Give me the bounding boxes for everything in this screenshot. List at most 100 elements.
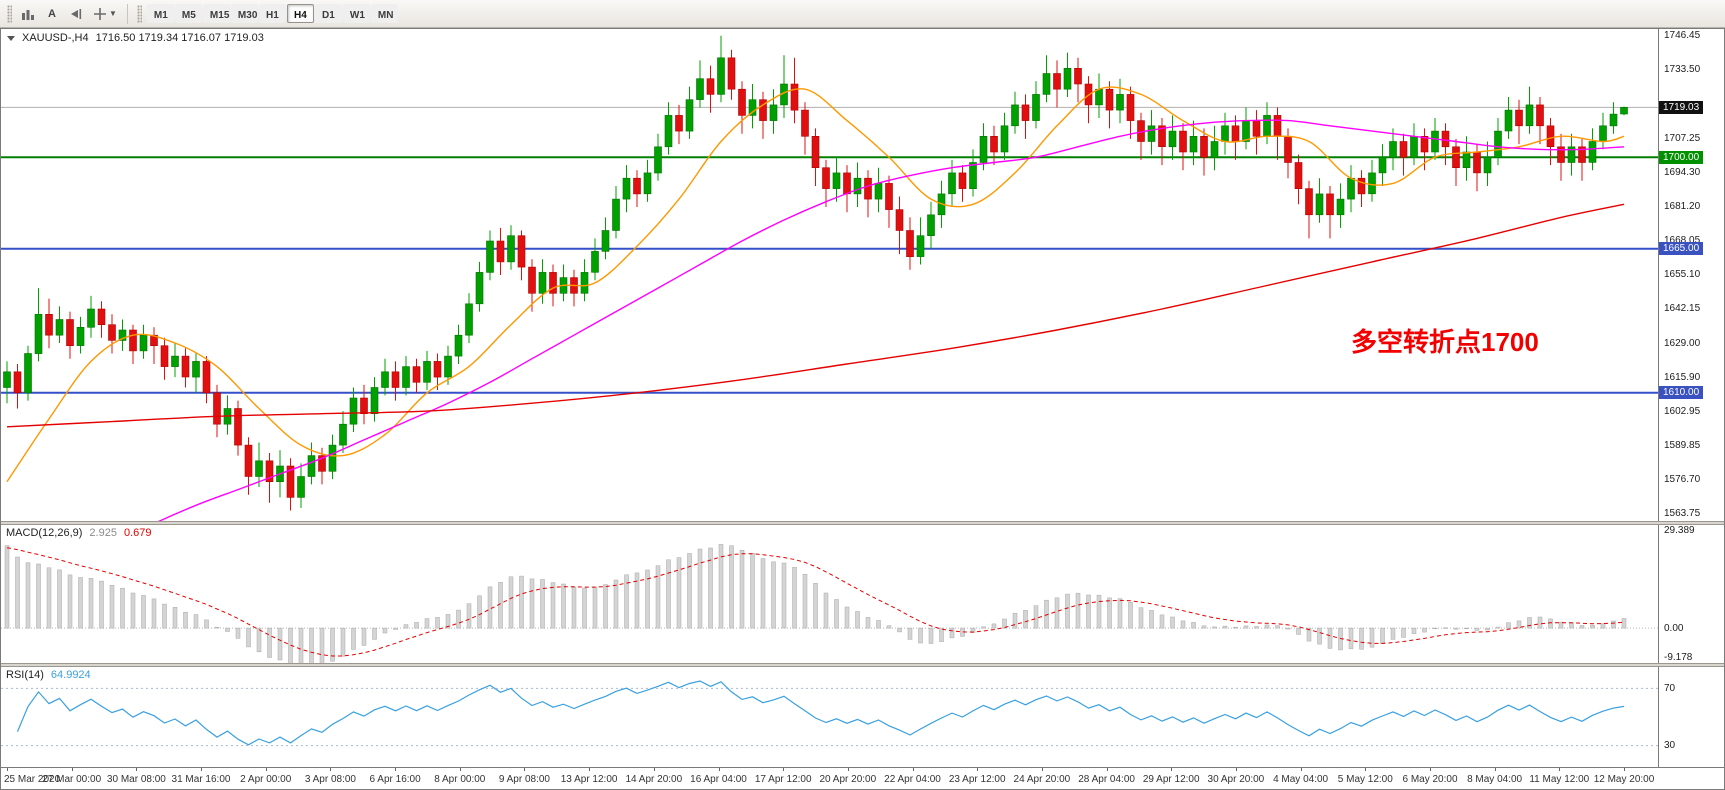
candle [1242,107,1250,150]
time-axis[interactable]: 25 Mar 2020 27 Mar 00:00 30 Mar 08:00 31 Ma… [1,767,1724,789]
rsi-plot[interactable]: RSI(14) 64.9924 [1,667,1658,767]
candle [1252,110,1261,155]
candle [1032,81,1040,129]
tf-button-m30[interactable]: M30 [230,4,258,23]
candle [1105,81,1114,129]
time-tick [718,768,720,771]
rsi-axis[interactable]: 70 30 [1658,667,1724,767]
time-label: 4 May 04:00 [1273,774,1329,785]
macd-axis-label: 0.00 [1664,622,1684,634]
tf-button-h1[interactable]: H1 [258,4,286,23]
candle [633,170,641,207]
time-label: 28 Apr 04:00 [1078,774,1135,785]
price-badge-1610.00: 1610.00 [1659,386,1704,400]
crosshair-icon [93,7,107,21]
chart-type-button[interactable] [17,4,39,24]
ma-medium-line[interactable] [112,119,1625,521]
macd-plot[interactable]: MACD(12,26,9) 2.925 0.679 [1,525,1658,663]
candle [202,356,211,404]
macd-axis[interactable]: 29.389 0.00 -9.178 [1658,525,1724,663]
candle [769,89,778,134]
candle [1494,118,1502,166]
price-badge-1719.03: 1719.03 [1659,100,1704,114]
candle [748,84,757,129]
rsi-line [16,680,1625,746]
candle [790,57,799,124]
time-tick [1300,768,1302,771]
candle [55,306,64,343]
time-label: 29 Apr 12:00 [1142,774,1200,785]
time-tick [1559,768,1561,771]
candle [13,364,22,409]
candle [717,35,725,103]
time-label: 27 Mar 00:00 [42,774,102,785]
price-plot[interactable]: 多空转折点1700 XAUUSD-,H4 1716.50 1719.34 171… [1,29,1658,521]
time-label: 6 Apr 16:00 [369,774,421,785]
time-tick [653,768,655,771]
candle [1326,186,1334,239]
chart-shift-button[interactable] [65,4,87,24]
tf-button-m5[interactable]: M5 [174,4,202,23]
time-tick [1365,768,1367,771]
candle [1599,112,1607,150]
candle [223,395,232,435]
candle [1000,112,1009,160]
time-label: 22 Apr 04:00 [884,774,941,785]
candle [822,159,830,207]
candle [1294,154,1303,205]
candle [1137,112,1145,160]
time-label: 3 Apr 08:00 [304,774,356,785]
candle [444,345,452,385]
tf-button-h4[interactable]: H4 [286,4,314,23]
candle [307,442,316,485]
candle [1042,55,1051,103]
time-label: 30 Apr 20:00 [1207,774,1265,785]
text-tool-button[interactable]: A [41,4,63,24]
candle [1147,110,1156,155]
candle [475,261,484,312]
annotation-text[interactable]: 多空转折点1700 [1351,327,1539,357]
tf-button-m1[interactable]: M1 [146,4,174,23]
price-axis[interactable]: 1746.45 1733.50 1707.25 1694.30 1681.20 1668.… [1658,29,1724,521]
candle [1021,94,1030,139]
candle [3,361,11,404]
candle [1084,76,1093,124]
candle [696,60,704,108]
candle [1452,138,1460,186]
candle [1578,138,1586,181]
drawing-tools-dropdown-button[interactable]: ▼ [89,4,121,24]
toolbar-grip-2[interactable] [136,4,142,23]
candle [528,259,536,312]
ma-fast-line[interactable] [6,86,1625,483]
ma-slow-line[interactable] [6,203,1625,428]
symbol-collapse-icon[interactable] [7,35,15,41]
candle [1536,97,1544,145]
tf-button-d1[interactable]: D1 [314,4,342,23]
candle [339,411,347,453]
time-label: 2 Apr 00:00 [240,774,292,785]
symbol-ohlc-values: 1716.50 1719.34 1716.07 1719.03 [95,32,264,44]
tf-button-w1[interactable]: W1 [342,4,370,23]
panel-divider-1[interactable] [1,521,1724,525]
candle [1168,115,1177,160]
candle [1504,97,1513,139]
candle [895,196,904,255]
candle [643,159,652,202]
candle [1116,78,1124,124]
candle [402,356,410,396]
rsi-indicator-name: RSI(14) [6,669,44,681]
toolbar-grip[interactable] [7,4,12,23]
rsi-axis-label: 30 [1664,740,1676,752]
candle [1210,125,1219,171]
candle [412,358,421,393]
candle [1389,128,1397,171]
tf-button-mn[interactable]: MN [370,4,398,23]
panel-divider-2[interactable] [1,663,1724,667]
price-axis-label: 1694.30 [1664,166,1701,178]
time-label: 17 Apr 12:00 [754,774,812,785]
time-tick [1494,768,1496,771]
price-axis-label: 1733.50 [1664,64,1701,76]
rsi-axis-label: 70 [1664,682,1676,694]
candle [654,133,662,181]
tf-button-m15[interactable]: M15 [202,4,230,23]
